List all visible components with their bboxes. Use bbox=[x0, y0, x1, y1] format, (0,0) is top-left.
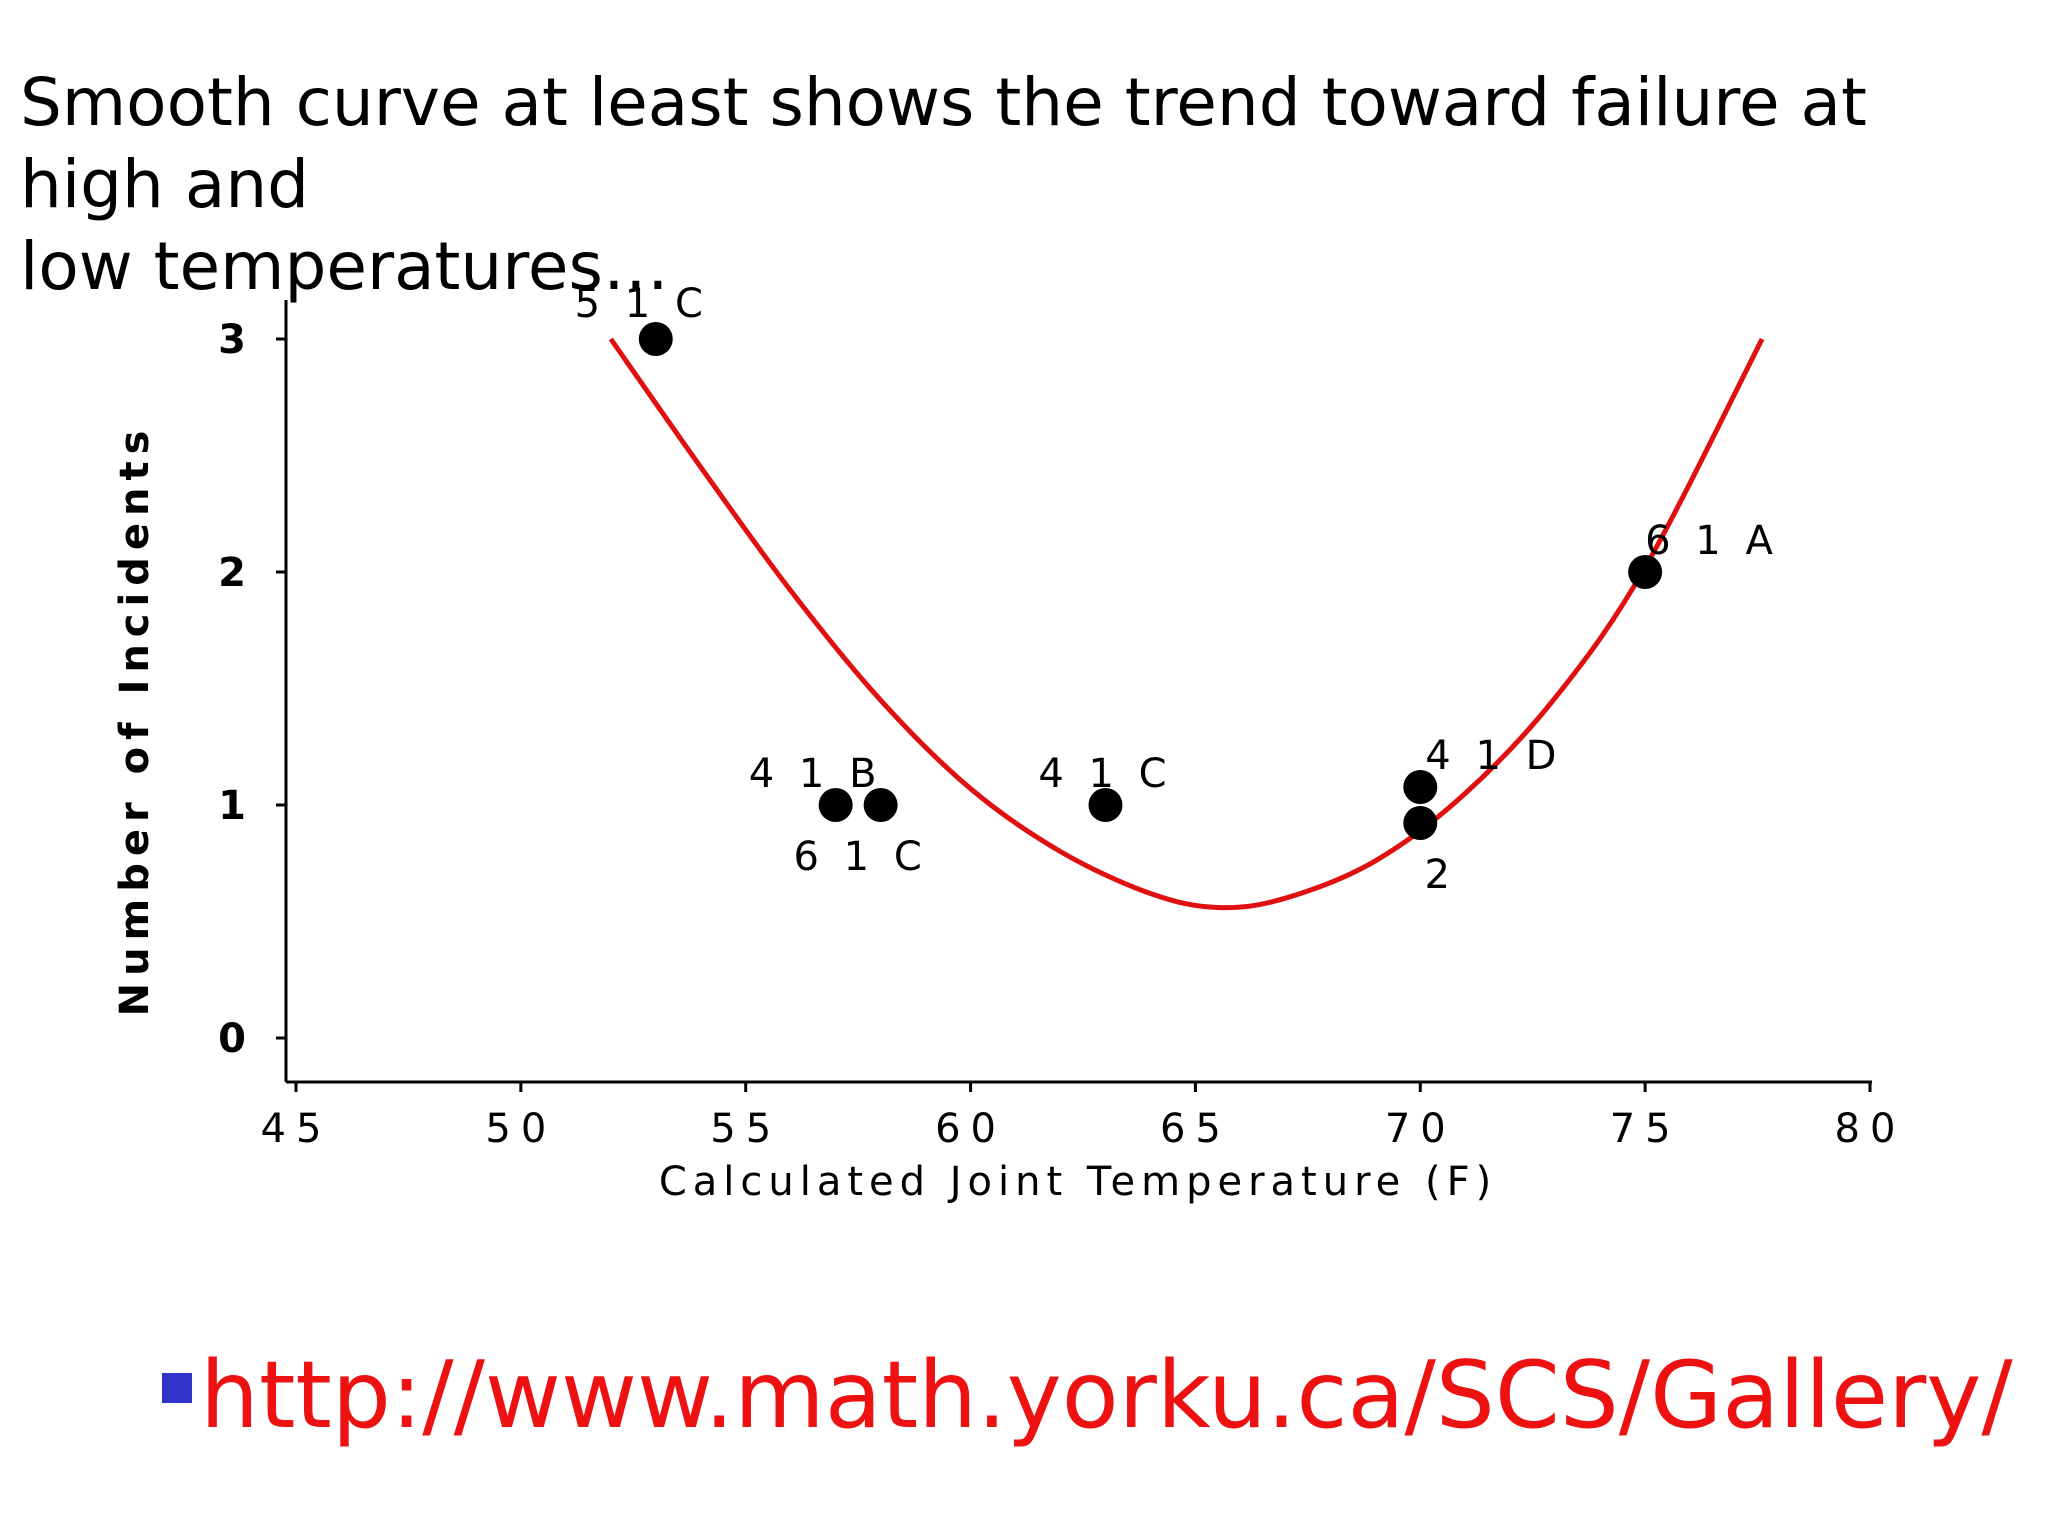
slide-title-line-1: Smooth curve at least shows the trend to… bbox=[20, 64, 1867, 223]
y-axis-title: Number of Incidents bbox=[112, 424, 158, 1017]
point-label: 6 1 C bbox=[793, 834, 927, 880]
slide-title: Smooth curve at least shows the trend to… bbox=[20, 62, 2020, 308]
data-point bbox=[638, 322, 673, 356]
chart-axes: 45 50 55 60 65 70 75 80 0 1 2 3 Calculated Joint Tem… bbox=[112, 300, 1906, 1205]
slide-title-line-2: low temperatures… bbox=[20, 228, 669, 305]
point-labels-layer: 5 1 C 4 1 B 6 1 C 4 1 C 4 1 D 2 6 1 A bbox=[575, 281, 1779, 898]
point-label: 4 1 D bbox=[1425, 733, 1562, 779]
point-label: 4 1 B bbox=[749, 751, 883, 797]
x-tick-label: 55 bbox=[710, 1106, 781, 1152]
scatter-chart: 45 50 55 60 65 70 75 80 0 1 2 3 Calculated Joint Tem… bbox=[112, 281, 1906, 1205]
point-label: 6 1 A bbox=[1645, 518, 1779, 564]
data-point bbox=[1628, 555, 1663, 589]
x-tick-label: 45 bbox=[261, 1106, 332, 1152]
x-tick-label: 50 bbox=[485, 1106, 556, 1152]
y-tick-label: 2 bbox=[218, 550, 246, 596]
x-axis-title: Calculated Joint Temperature (F) bbox=[659, 1159, 1497, 1205]
data-point bbox=[1403, 770, 1438, 804]
gallery-link[interactable]: http://www.math.yorku.ca/SCS/Gallery/ bbox=[200, 1341, 2013, 1449]
x-tick-label: 70 bbox=[1385, 1106, 1456, 1152]
point-label: 2 bbox=[1425, 852, 1456, 898]
data-point bbox=[1088, 788, 1123, 822]
smooth-curve-layer bbox=[608, 337, 1765, 911]
y-tick-label: 0 bbox=[218, 1016, 246, 1062]
smooth-curve bbox=[608, 337, 1765, 911]
link-bullet-item: http://www.math.yorku.ca/SCS/Gallery/ bbox=[162, 1335, 2013, 1455]
points-layer bbox=[638, 322, 1663, 840]
y-tick-label: 1 bbox=[218, 783, 246, 829]
data-point bbox=[818, 788, 853, 822]
bullet-square-icon bbox=[162, 1373, 192, 1403]
x-tick-label: 75 bbox=[1610, 1106, 1681, 1152]
x-tick-label: 65 bbox=[1160, 1106, 1231, 1152]
point-label: 5 1 C bbox=[575, 281, 709, 327]
x-tick-label: 80 bbox=[1835, 1106, 1906, 1152]
x-tick-label: 60 bbox=[935, 1106, 1006, 1152]
data-point bbox=[863, 788, 898, 822]
y-tick-label: 3 bbox=[218, 317, 246, 363]
point-label: 4 1 C bbox=[1038, 751, 1172, 797]
data-point bbox=[1403, 806, 1438, 840]
